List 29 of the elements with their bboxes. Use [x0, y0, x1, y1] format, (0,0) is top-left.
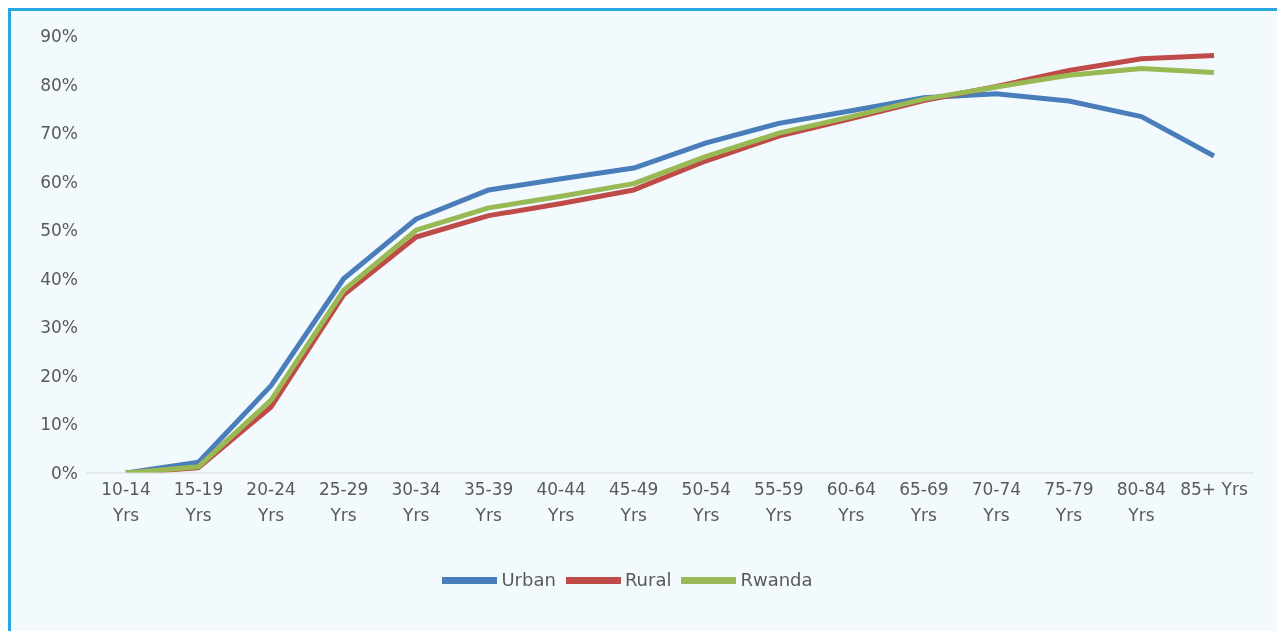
y-tick-label: 50%	[40, 220, 78, 241]
y-tick-label: 20%	[40, 365, 78, 386]
x-tick-label: 50-54 Yrs	[681, 479, 731, 525]
x-tick-label: 40-44 Yrs	[536, 479, 586, 525]
y-tick-label: 0%	[51, 463, 78, 484]
y-tick-label: 30%	[40, 317, 78, 338]
x-tick-label: 65-69 Yrs	[899, 479, 949, 525]
x-tick-label: 35-39 Yrs	[463, 479, 514, 525]
x-tick-label: 25-29 Yrs	[318, 479, 369, 525]
y-tick-label: 10%	[40, 414, 78, 435]
x-tick-label: 10-14 Yrs	[101, 479, 151, 525]
x-tick-label: 20-24 Yrs	[246, 479, 296, 525]
x-tick-label: 70-74 Yrs	[971, 479, 1022, 525]
y-tick-label: 60%	[40, 171, 78, 192]
y-tick-label: 40%	[40, 268, 78, 289]
x-tick-label: 75-79 Yrs	[1044, 479, 1094, 525]
x-tick-label: 45-49 Yrs	[609, 479, 659, 525]
x-tick-label: 55-59 Yrs	[754, 479, 804, 525]
x-tick-label: 60-64 Yrs	[826, 479, 877, 525]
x-tick-label: 30-34 Yrs	[391, 479, 441, 525]
legend-label: Urban	[501, 568, 556, 590]
legend-label: Rural	[624, 568, 672, 590]
legend-label: Rwanda	[740, 568, 813, 590]
x-tick-label: 80-84 Yrs	[1116, 479, 1167, 525]
y-tick-label: 70%	[40, 123, 78, 144]
y-tick-label: 90%	[40, 26, 78, 47]
x-tick-label: 15-19 Yrs	[173, 479, 224, 525]
y-tick-label: 80%	[40, 74, 78, 95]
x-tick-label: 85+ Yrs	[1180, 479, 1248, 499]
